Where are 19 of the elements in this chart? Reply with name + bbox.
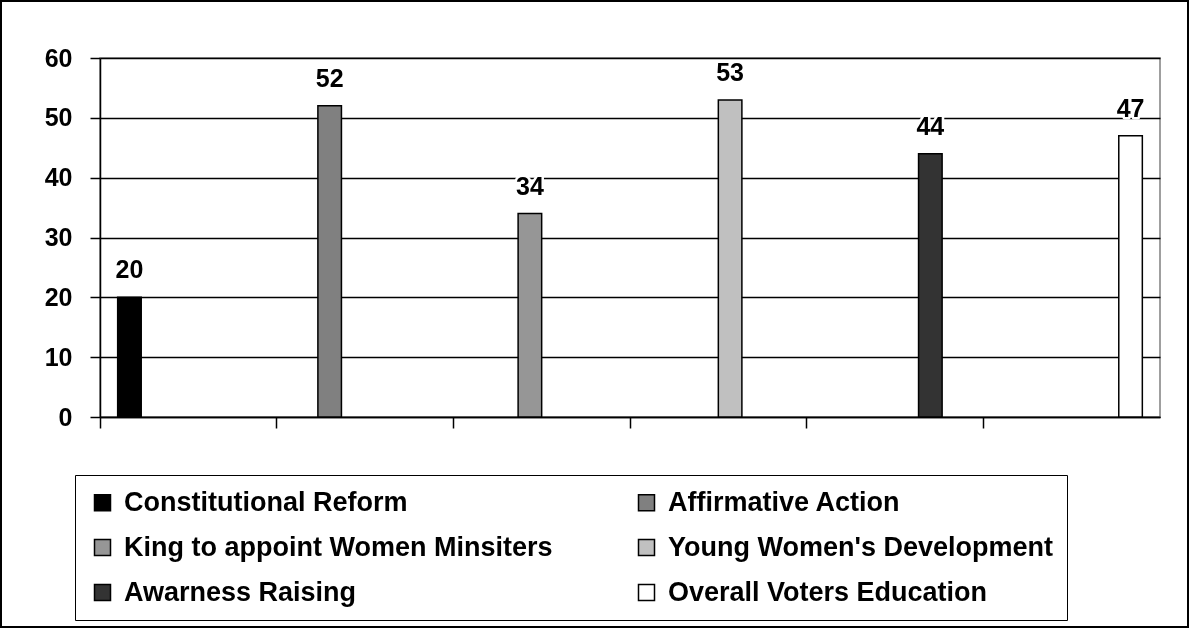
data-label: 47 bbox=[1116, 93, 1145, 122]
data-label: 53 bbox=[716, 57, 745, 86]
y-tick-label: 50 bbox=[44, 103, 73, 132]
legend-label: Constitutional Reform bbox=[124, 486, 408, 517]
legend-label: Overall Voters Education bbox=[668, 576, 988, 607]
legend-label: Young Women's Development bbox=[668, 531, 1053, 562]
legend-label: Awarness Raising bbox=[124, 576, 357, 607]
y-tick-label: 0 bbox=[58, 402, 73, 431]
y-tick-label: 60 bbox=[44, 43, 73, 72]
y-tick-label: 20 bbox=[44, 282, 73, 311]
data-label: 44 bbox=[916, 111, 945, 140]
data-label: 20 bbox=[115, 255, 144, 284]
legend-label: King to appoint Women Minsiters bbox=[124, 531, 553, 562]
y-tick-label: 30 bbox=[44, 223, 73, 251]
legend-label: Affirmative Action bbox=[668, 486, 900, 517]
y-tick-label: 10 bbox=[44, 342, 73, 371]
y-tick-label: 40 bbox=[44, 163, 73, 192]
data-label: 34 bbox=[515, 171, 544, 200]
data-label: 52 bbox=[315, 63, 344, 92]
